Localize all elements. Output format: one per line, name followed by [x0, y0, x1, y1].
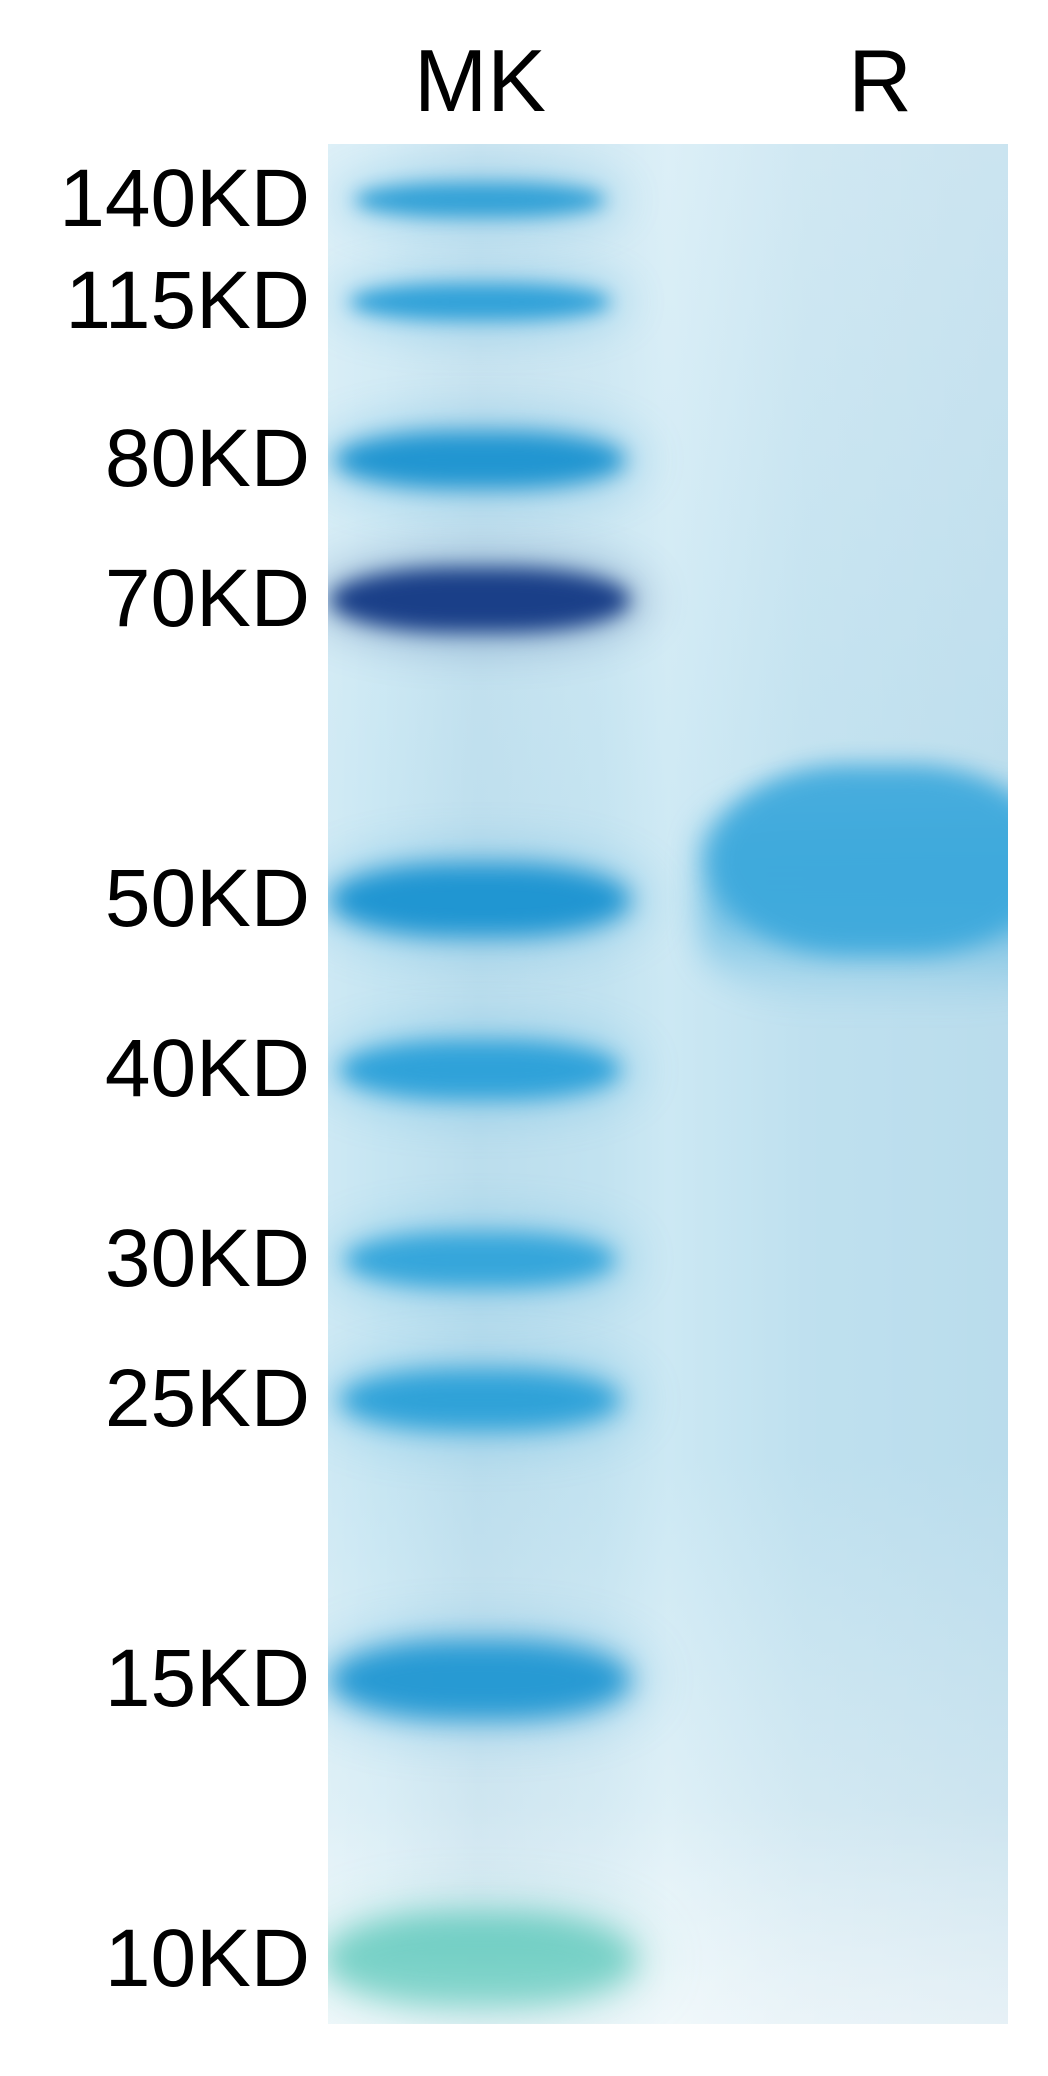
mw-label-30: 30KD [0, 1212, 310, 1306]
marker-band-70kd [330, 568, 630, 632]
mw-label-10: 10KD [0, 1912, 310, 2006]
marker-band-25kd [340, 1370, 620, 1430]
mw-label-25: 25KD [0, 1352, 310, 1446]
marker-band-15kd [330, 1641, 630, 1719]
mw-label-115: 115KD [0, 254, 310, 348]
gel-image [328, 144, 1008, 2024]
mw-label-40: 40KD [0, 1022, 310, 1116]
marker-band-80kd [335, 432, 625, 488]
sample-band-core [710, 765, 1008, 955]
marker-band-40kd [340, 1041, 620, 1099]
mw-label-140: 140KD [0, 152, 310, 246]
mw-label-70: 70KD [0, 552, 310, 646]
marker-band-30kd [345, 1233, 615, 1287]
mw-label-50: 50KD [0, 852, 310, 946]
lane-header-r: R [800, 30, 960, 132]
marker-band-140kd [355, 183, 605, 217]
lane-header-mk: MK [380, 30, 580, 132]
marker-band-115kd [350, 284, 610, 320]
mw-label-80: 80KD [0, 412, 310, 506]
gel-bottom-fade [328, 1804, 1008, 2024]
mw-label-15: 15KD [0, 1632, 310, 1726]
marker-band-50kd [330, 864, 630, 936]
